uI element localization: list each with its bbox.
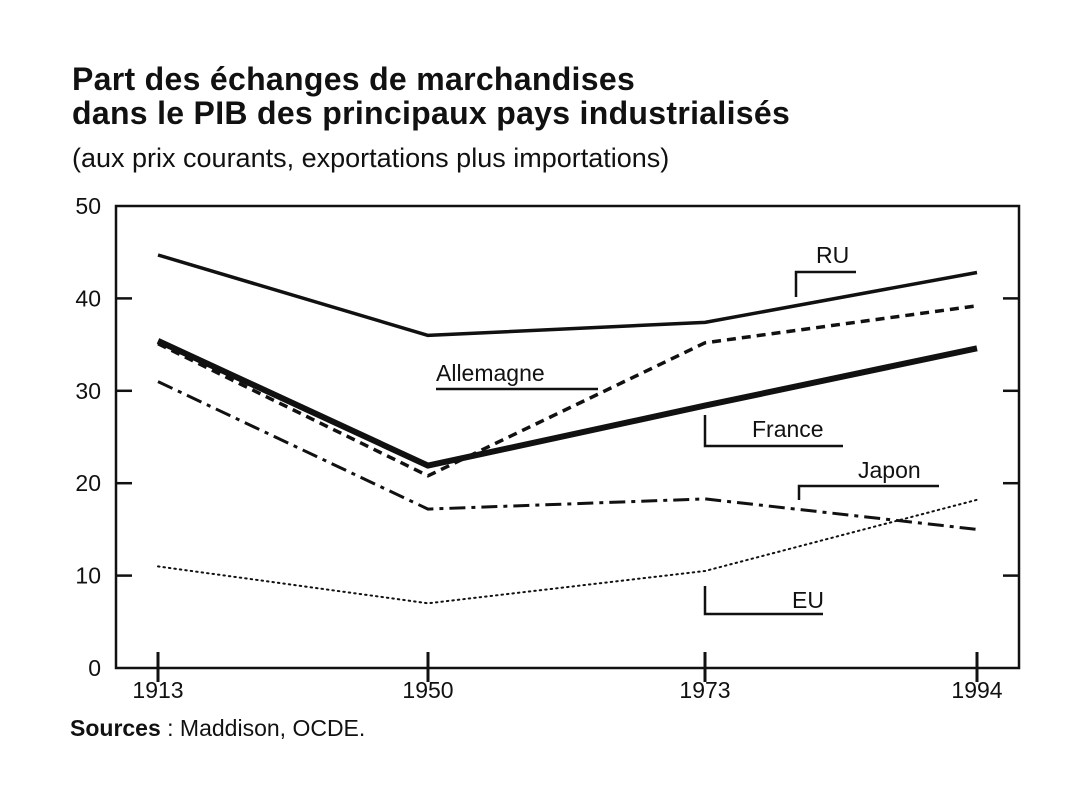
series-line-ru (157, 253, 978, 338)
source-label: Sources (70, 715, 161, 741)
series-labels: RU Allemagne France Japon EU (436, 242, 939, 616)
x-tick-label: 1913 (132, 677, 183, 703)
source-note: Sources : Maddison, OCDE. (70, 713, 365, 743)
series-line-eu (157, 498, 978, 605)
series-label-japon: Japon (858, 457, 921, 483)
x-tick-label: 1950 (402, 677, 453, 703)
series-line-france (156, 338, 978, 469)
leader-line-eu (703, 586, 823, 616)
y-tick-label: 0 (88, 655, 101, 681)
y-tick-label: 40 (75, 285, 101, 311)
plot-frame (114, 204, 1021, 670)
y-axis: 0 10 20 30 40 50 (75, 193, 1019, 681)
chart-title-line-1: Part des échanges de marchandises (72, 61, 636, 97)
series-label-ru: RU (816, 242, 849, 268)
series-lines (156, 253, 978, 605)
leader-line-ru (794, 270, 856, 297)
x-tick-label: 1994 (951, 677, 1002, 703)
y-tick-label: 50 (75, 193, 101, 219)
chart-title: Part des échanges de marchandises dans l… (72, 62, 790, 130)
series-line-allemagne (157, 304, 978, 478)
chart-title-line-2: dans le PIB des principaux pays industri… (72, 95, 791, 131)
leader-line-france (703, 415, 843, 448)
x-axis: 1913 1950 1973 1994 (132, 652, 1003, 703)
y-tick-label: 20 (75, 470, 101, 496)
y-tick-label: 30 (75, 378, 101, 404)
source-text: : Maddison, OCDE. (160, 715, 366, 741)
series-label-allemagne: Allemagne (436, 360, 545, 386)
series-label-france: France (752, 416, 824, 442)
chart-subtitle: (aux prix courants, exportations plus im… (72, 143, 670, 173)
series-line-japon (157, 380, 978, 531)
leader-line-japon (797, 484, 939, 500)
x-tick-label: 1973 (679, 677, 730, 703)
y-tick-label: 10 (75, 563, 101, 589)
series-label-eu: EU (792, 587, 824, 613)
